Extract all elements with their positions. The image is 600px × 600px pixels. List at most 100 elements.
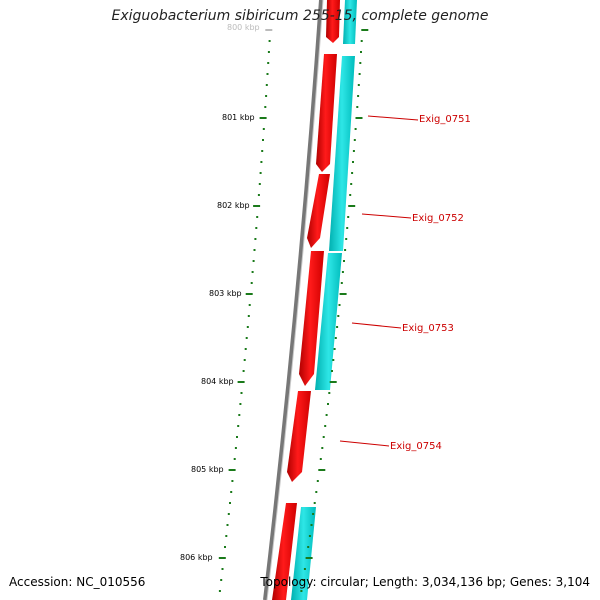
ruler-minor-tick <box>247 315 250 317</box>
ruler-minor-tick <box>262 128 265 130</box>
ruler-labels: 800 kbp 801 kbp 802 kbp 803 kbp 804 kbp … <box>180 23 260 562</box>
ruler-label: 806 kbp <box>180 553 213 562</box>
ruler-minor-tick <box>321 447 324 449</box>
ruler-minor-tick <box>242 370 245 372</box>
ruler-label: 802 kbp <box>217 201 250 210</box>
ruler-minor-tick <box>308 535 311 537</box>
ruler-minor-tick <box>345 238 348 240</box>
gene-label-exig-0753: Exig_0753 <box>402 323 454 334</box>
ruler-major-tick <box>237 381 245 383</box>
forward-gene-exig-0754 <box>287 391 311 482</box>
genome-summary-text: Topology: circular; Length: 3,034,136 bp… <box>260 575 590 589</box>
ruler-minor-tick <box>356 106 359 108</box>
ruler-minor-tick <box>259 172 262 174</box>
accession-text: Accession: NC_010556 <box>9 575 146 589</box>
ruler-major-tick <box>265 29 273 31</box>
ruler-minor-tick <box>244 348 247 350</box>
ruler-minor-tick <box>257 194 260 196</box>
ruler-minor-tick <box>250 282 253 284</box>
ruler-minor-tick <box>261 150 264 152</box>
ruler-minor-tick <box>226 524 229 526</box>
ruler-minor-tick <box>220 579 223 581</box>
ruler-minor-tick <box>358 73 361 75</box>
ruler-minor-tick <box>302 579 305 581</box>
ruler-major-tick <box>361 29 369 31</box>
ruler-minor-tick <box>260 161 263 163</box>
ruler-minor-tick <box>256 216 259 218</box>
ruler-major-tick <box>305 557 313 559</box>
ruler-label: 803 kbp <box>209 289 242 298</box>
genome-backbone-highlight <box>266 0 324 600</box>
ruler-major-tick <box>245 293 253 295</box>
ruler-major-tick <box>253 205 261 207</box>
ruler-minor-tick <box>347 216 350 218</box>
ruler-minor-tick <box>357 84 360 86</box>
ruler-minor-tick <box>265 95 268 97</box>
forward-gene-block <box>272 503 297 600</box>
ruler-label: 801 kbp <box>222 113 255 122</box>
ruler-minor-tick <box>343 260 345 262</box>
ruler-minor-tick <box>246 326 249 328</box>
ruler-major-tick <box>339 293 347 295</box>
forward-gene-exig-0752 <box>307 174 330 248</box>
ruler-minor-tick <box>334 337 337 339</box>
forward-gene-exig-0753 <box>299 251 324 386</box>
ruler-minor-tick <box>231 480 234 482</box>
gene-label-leader <box>367 115 419 121</box>
ruler-minor-tick <box>255 227 258 229</box>
gene-label-exig-0751: Exig_0751 <box>419 114 471 125</box>
ruler-minor-tick <box>265 84 268 86</box>
ruler-minor-tick <box>218 590 221 592</box>
gene-label-exig-0754: Exig_0754 <box>390 441 442 452</box>
ruler-minor-tick <box>239 403 242 405</box>
genome-backbone <box>263 0 323 600</box>
ruler-minor-tick <box>225 535 228 537</box>
ruler-minor-tick <box>229 502 231 504</box>
page-title: Exiguobacterium sibiricum 255-15, comple… <box>111 8 489 24</box>
ruler-minor-tick <box>315 491 318 493</box>
ruler-ticks <box>218 29 369 592</box>
ruler-minor-tick <box>227 513 230 515</box>
ruler-minor-tick <box>268 40 271 42</box>
ruler-minor-tick <box>354 128 357 130</box>
ruler-minor-tick <box>353 139 356 141</box>
gene-label-leader <box>339 440 390 447</box>
ruler-minor-tick <box>267 62 270 64</box>
ruler-minor-tick <box>303 568 306 570</box>
ruler-minor-tick <box>251 271 254 273</box>
ruler-minor-tick <box>253 249 256 251</box>
ruler-major-tick <box>329 381 337 383</box>
reverse-gene-exig-0753 <box>315 253 342 390</box>
ruler-major-tick <box>355 117 363 119</box>
ruler-label: 800 kbp <box>227 23 260 32</box>
ruler-minor-tick <box>310 524 313 526</box>
ruler-minor-tick <box>258 183 261 185</box>
ruler-minor-tick <box>360 40 363 42</box>
ruler-minor-tick <box>264 106 267 108</box>
ruler-minor-tick <box>360 51 362 53</box>
ruler-minor-tick <box>351 172 354 174</box>
ruler-minor-tick <box>230 491 233 493</box>
ruler-major-tick <box>348 205 356 207</box>
ruler-minor-tick <box>221 568 224 570</box>
ruler-minor-tick <box>233 458 236 460</box>
ruler-minor-tick <box>327 403 329 405</box>
ruler-label: 805 kbp <box>191 465 224 474</box>
ruler-minor-tick <box>238 414 241 416</box>
ruler-minor-tick <box>322 436 325 438</box>
ruler-minor-tick <box>333 348 336 350</box>
reverse-gene-exig-0752 <box>329 56 355 251</box>
forward-gene-block <box>326 0 340 43</box>
ruler-minor-tick <box>324 425 327 427</box>
ruler-minor-tick <box>248 304 251 306</box>
ruler-minor-tick <box>352 150 355 152</box>
ruler-minor-tick <box>240 392 243 394</box>
ruler-minor-tick <box>300 590 303 592</box>
ruler-minor-tick <box>359 62 362 64</box>
ruler-minor-tick <box>243 359 246 361</box>
ruler-minor-tick <box>252 260 255 262</box>
ruler-minor-tick <box>312 513 315 515</box>
ruler-minor-tick <box>254 238 257 240</box>
ruler-minor-tick <box>340 282 343 284</box>
